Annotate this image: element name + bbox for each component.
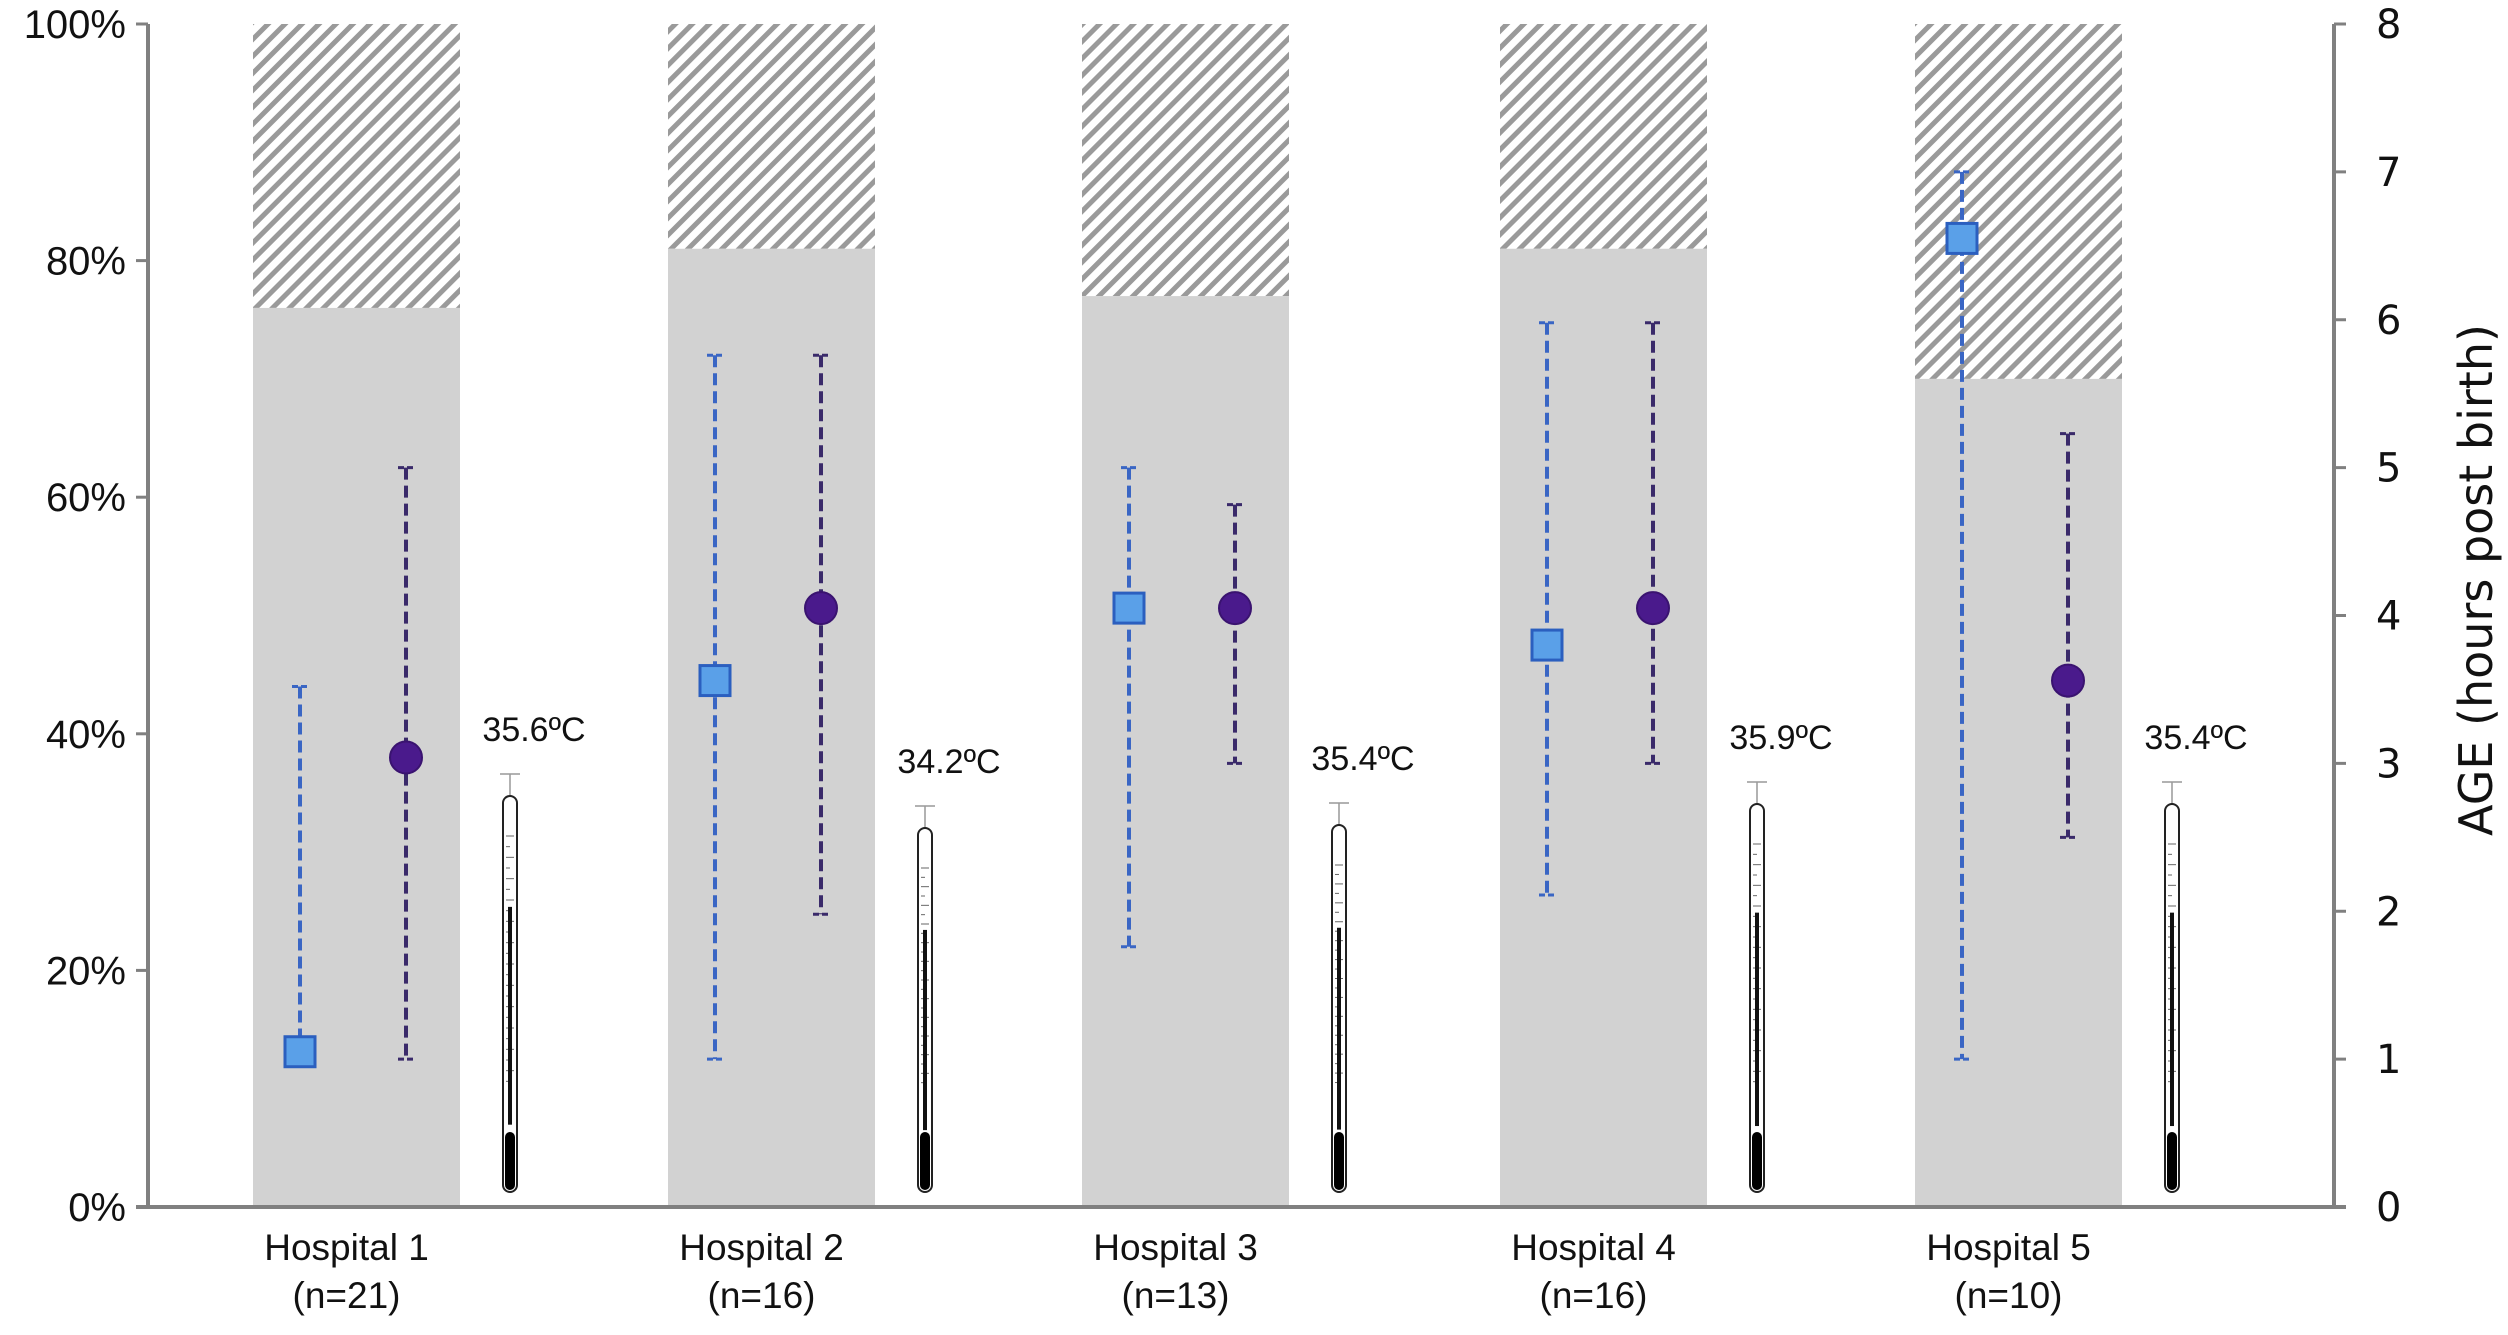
category-label: Hospital 2 bbox=[679, 1227, 844, 1268]
square-marker bbox=[283, 1035, 317, 1069]
right-tick-label: 5 bbox=[2376, 446, 2401, 492]
hatched-bar-remainder bbox=[1915, 24, 2122, 379]
circle-marker bbox=[2051, 663, 2085, 698]
category-n-label: (n=16) bbox=[708, 1275, 816, 1316]
category-label: Hospital 3 bbox=[1093, 1227, 1258, 1268]
category-label: Hospital 5 bbox=[1926, 1227, 2091, 1268]
temperature-label: 35.4ºC bbox=[1311, 740, 1414, 778]
hatched-bar-remainder bbox=[253, 24, 460, 308]
category-n-label: (n=13) bbox=[1122, 1275, 1230, 1316]
thermometer-bulb bbox=[505, 1132, 515, 1190]
category-n-label: (n=21) bbox=[293, 1275, 401, 1316]
axes: Hospital 1 (n=21) Hospital 2 (n=16) Hospital… bbox=[24, 2, 2402, 1316]
hatched-bar-remainder bbox=[1500, 24, 1707, 249]
right-tick-label: 4 bbox=[2376, 594, 2401, 640]
category-label: Hospital 1 bbox=[264, 1227, 429, 1268]
error-bars-layer bbox=[283, 170, 2085, 1069]
right-tick-label: 0 bbox=[2376, 1185, 2401, 1231]
left-tick-label: 0% bbox=[68, 1186, 126, 1230]
temperature-label: 35.4ºC bbox=[2144, 719, 2247, 757]
bar bbox=[668, 248, 875, 1207]
thermometer-bulb bbox=[1334, 1132, 1344, 1190]
left-tick-label: 100% bbox=[24, 3, 126, 47]
temperature-label: 35.6ºC bbox=[482, 711, 585, 749]
circle-marker bbox=[1636, 591, 1670, 626]
bar bbox=[1915, 378, 2122, 1207]
temperature-label: 34.2ºC bbox=[897, 743, 1000, 781]
thermometer-bulb bbox=[1752, 1132, 1762, 1190]
thermometer-mercury bbox=[1755, 912, 1759, 1127]
hatched-bar-remainder bbox=[1082, 24, 1289, 297]
circle-marker bbox=[1218, 591, 1252, 626]
circle-marker bbox=[389, 740, 423, 775]
hatched-bar-remainder bbox=[668, 24, 875, 249]
bar bbox=[1082, 296, 1289, 1208]
thermometer-mercury bbox=[2170, 912, 2174, 1127]
right-tick-label: 8 bbox=[2376, 2, 2401, 48]
bars-layer bbox=[253, 24, 2122, 1208]
square-marker bbox=[1945, 221, 1979, 255]
square-marker bbox=[1530, 628, 1564, 662]
left-tick-label: 40% bbox=[46, 713, 126, 757]
category-n-label: (n=10) bbox=[1955, 1275, 2063, 1316]
circle-marker bbox=[804, 591, 838, 626]
bar bbox=[253, 307, 460, 1207]
right-tick-label: 6 bbox=[2376, 298, 2401, 344]
thermometer-bulb bbox=[2167, 1132, 2177, 1190]
square-marker bbox=[1112, 591, 1146, 625]
left-tick-label: 80% bbox=[46, 240, 126, 284]
temperature-label: 35.9ºC bbox=[1729, 719, 1832, 757]
square-marker bbox=[698, 664, 732, 698]
right-tick-label: 1 bbox=[2376, 1037, 2401, 1083]
left-tick-label: 60% bbox=[46, 476, 126, 520]
thermometer-mercury bbox=[1337, 927, 1341, 1130]
thermometers-layer: 35.6ºC 34.2ºC 35.4ºC 35.9ºC 35.4ºC bbox=[482, 711, 2248, 1193]
thermometer-mercury bbox=[923, 929, 927, 1131]
bar bbox=[1500, 248, 1707, 1207]
category-label: Hospital 4 bbox=[1511, 1227, 1676, 1268]
right-tick-label: 7 bbox=[2376, 150, 2401, 196]
category-n-label: (n=16) bbox=[1540, 1275, 1648, 1316]
right-tick-label: 3 bbox=[2376, 741, 2401, 787]
right-axis-title: AGE (hours post birth) bbox=[2449, 324, 2503, 836]
right-tick-label: 2 bbox=[2376, 889, 2401, 935]
left-tick-label: 20% bbox=[46, 949, 126, 993]
thermometer-mercury bbox=[508, 906, 512, 1125]
thermometer-bulb bbox=[920, 1132, 930, 1190]
